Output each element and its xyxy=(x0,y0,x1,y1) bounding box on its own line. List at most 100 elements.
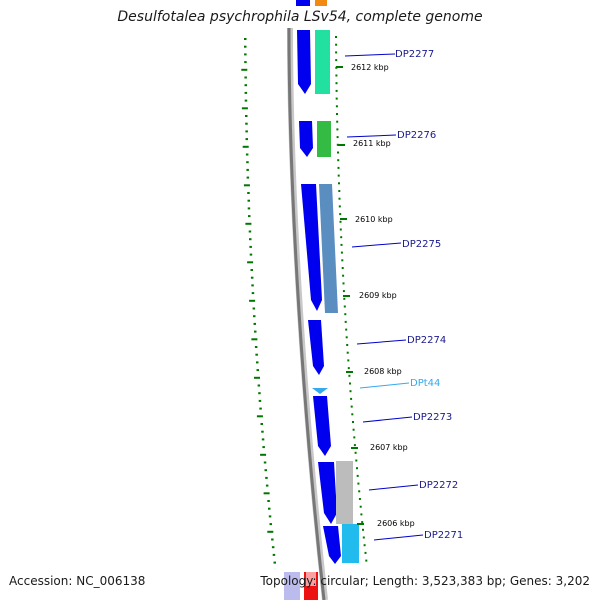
inner-track-dot xyxy=(347,367,350,370)
inner-track-dot xyxy=(353,436,356,439)
gene-label-DP2273: DP2273 xyxy=(413,412,452,423)
inner-track-dot xyxy=(336,128,339,131)
inner-track-dot xyxy=(335,82,338,85)
gene-label-DP2274: DP2274 xyxy=(407,335,446,346)
outer-track-dot xyxy=(256,361,259,364)
outer-track-dot xyxy=(272,553,276,556)
inner-track-dot xyxy=(335,59,338,62)
cog-box-DP2272 xyxy=(336,461,353,524)
outer-track-dot xyxy=(244,38,247,40)
outer-track-dot xyxy=(265,476,268,479)
outer-track-dot xyxy=(244,45,247,48)
inner-track-dot xyxy=(352,421,354,423)
inner-track-dot xyxy=(364,551,367,554)
outer-track-dot xyxy=(249,245,252,248)
inner-track-dot xyxy=(356,467,358,470)
outer-track-dot xyxy=(244,84,247,87)
inner-track-dot xyxy=(362,536,365,539)
outer-track-dot xyxy=(245,130,248,133)
leader-DP2277 xyxy=(344,53,396,57)
inner-dotted-track xyxy=(335,36,368,562)
kbp-label-2611: 2611 kbp xyxy=(353,139,391,148)
inner-track-dot xyxy=(346,351,349,354)
inner-track-dot xyxy=(350,397,353,400)
outer-track-dot xyxy=(271,538,274,541)
inner-track-dot xyxy=(335,51,338,54)
outer-track-dot xyxy=(257,384,261,387)
partial-gene-top-orange xyxy=(315,0,327,6)
gene-arrow-DP2271 xyxy=(323,526,341,564)
inner-track-dot xyxy=(339,220,342,223)
kbp-ruler: 2612 kbp 2611 kbp 2610 kbp 2609 kbp 2608… xyxy=(336,63,415,528)
outer-track-dot xyxy=(247,192,250,194)
inner-track-dot xyxy=(355,459,358,462)
topology-label: Topology: circular; Length: 3,523,383 bp… xyxy=(260,574,590,588)
outer-track-dot xyxy=(254,330,257,333)
outer-track-dot xyxy=(261,430,264,433)
leader-DP2272 xyxy=(368,484,419,491)
inner-track-dot xyxy=(336,143,339,146)
inner-track-dot xyxy=(335,97,338,100)
inner-track-dot xyxy=(345,328,348,331)
outer-track-dot xyxy=(246,161,249,164)
kbp-label-2609: 2609 kbp xyxy=(359,291,397,300)
cog-box-DP2277 xyxy=(315,30,330,94)
outer-track-dot xyxy=(241,107,248,110)
inner-track-dot xyxy=(339,228,342,231)
inner-track-dot xyxy=(335,105,338,108)
outer-track-dot xyxy=(245,115,248,117)
outer-track-dot xyxy=(245,122,248,125)
gene-label-DP2277: DP2277 xyxy=(395,49,434,60)
outer-track-dot xyxy=(259,407,262,410)
inner-track-dot xyxy=(338,190,341,192)
gene-arrow-DP2273 xyxy=(313,396,331,456)
outer-track-dot xyxy=(268,515,272,518)
outer-dotted-track xyxy=(241,38,276,564)
gene-arrow-DP2276 xyxy=(299,121,313,157)
outer-track-dot xyxy=(269,523,272,526)
inner-track-dot xyxy=(351,413,354,416)
inner-track-dot xyxy=(337,174,340,177)
inner-track-dot xyxy=(346,344,349,346)
outer-track-dot xyxy=(252,307,256,310)
inner-track-dot xyxy=(347,359,350,362)
inner-track-dot xyxy=(348,374,351,377)
inner-track-dot xyxy=(365,559,368,562)
outer-track-dot xyxy=(241,68,248,71)
inner-track-dot xyxy=(340,243,343,246)
inner-track-dot xyxy=(349,382,351,385)
outer-track-dot xyxy=(251,292,255,295)
gene-arrows xyxy=(297,30,341,564)
gene-label-DPt44: DPt44 xyxy=(410,378,440,389)
inner-track-dot xyxy=(349,390,352,393)
outer-track-dot xyxy=(267,500,270,502)
inner-track-dot xyxy=(358,490,361,493)
inner-track-dot xyxy=(359,505,362,508)
functional-boxes xyxy=(315,30,359,563)
kbp-label-2608: 2608 kbp xyxy=(364,367,402,376)
outer-track-dot xyxy=(247,261,254,264)
inner-track-dot xyxy=(341,259,344,262)
inner-track-dot xyxy=(340,251,343,254)
genome-backbone xyxy=(287,27,328,600)
inner-track-dot xyxy=(357,482,360,485)
inner-track-dot xyxy=(362,528,364,531)
inner-track-dot xyxy=(363,544,366,547)
outer-track-dot xyxy=(258,399,262,402)
inner-track-dot xyxy=(352,428,355,431)
outer-track-dot xyxy=(251,284,254,287)
leader-DP2274 xyxy=(356,339,407,345)
outer-track-dot xyxy=(246,168,249,171)
gene-arrow-DP2272 xyxy=(318,462,337,524)
inner-track-dot xyxy=(338,197,341,200)
gene-label-DP2276: DP2276 xyxy=(397,130,436,141)
inner-track-dot xyxy=(335,89,338,92)
outer-track-dot xyxy=(245,153,249,156)
gene-label-DP2275: DP2275 xyxy=(402,239,441,250)
outer-track-dot xyxy=(249,299,256,302)
inner-track-dot xyxy=(337,159,340,162)
outer-track-dot xyxy=(260,453,267,456)
inner-track-dot xyxy=(344,313,347,316)
outer-track-dot xyxy=(248,230,252,233)
